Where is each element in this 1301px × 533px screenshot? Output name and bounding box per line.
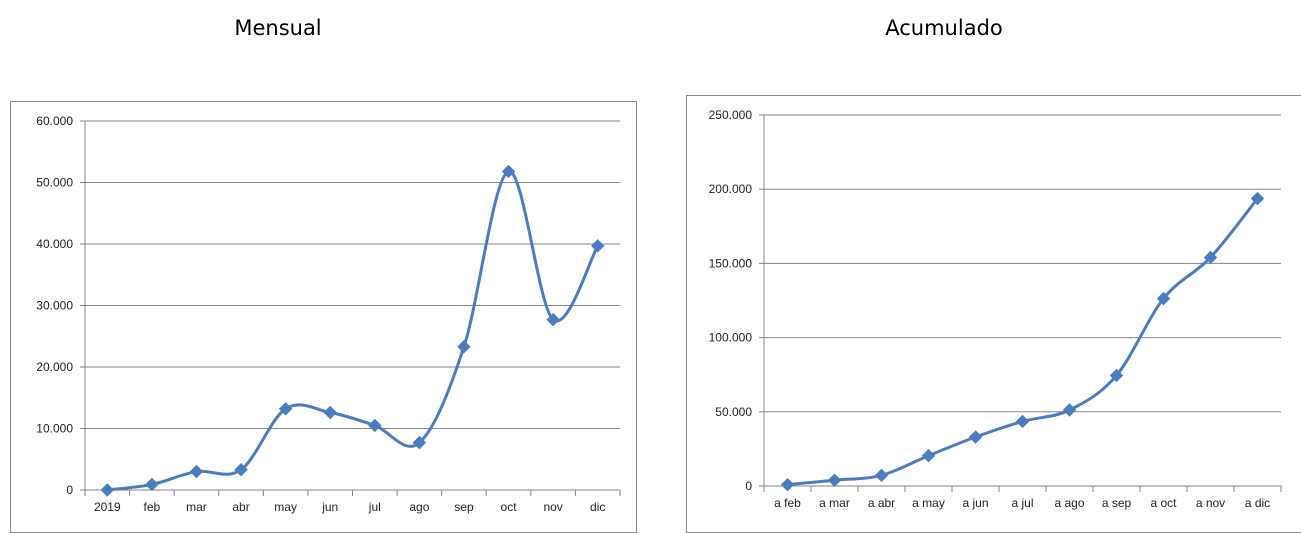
data-point	[874, 468, 889, 483]
data-point	[368, 418, 382, 433]
y-tick-label: 40.000	[36, 237, 73, 251]
series-line	[787, 197, 1259, 487]
data-point	[921, 449, 936, 463]
data-point	[323, 405, 337, 420]
y-tick-label: 50.000	[36, 176, 73, 190]
chart-panel-acumulado: 0 50.000 100.000 150.000 200.000 250.000 a feb…	[686, 95, 1301, 533]
x-tick-label: abr	[232, 500, 249, 514]
x-tick-label: a ago	[1054, 496, 1084, 510]
x-tick-label: a feb	[774, 496, 801, 510]
data-point	[780, 477, 795, 492]
x-tick-label: oct	[501, 500, 518, 514]
y-tick-label: 100.000	[709, 331, 753, 345]
data-point	[145, 477, 159, 492]
x-tick-label: a dic	[1245, 496, 1270, 510]
data-point	[234, 462, 248, 477]
data-point	[1203, 250, 1218, 265]
x-tick-label: a jun	[962, 496, 988, 510]
chart-mensual: 0 10.000 20.000 30.000 40.000 50.000 60.000 201…	[36, 114, 621, 514]
data-point	[278, 402, 293, 416]
x-tick-label: a jul	[1011, 496, 1033, 510]
data-point	[827, 473, 842, 487]
data-point	[1015, 414, 1030, 429]
data-point	[591, 239, 605, 253]
y-tick-label: 20.000	[36, 360, 73, 374]
x-tick-label: a abr	[868, 496, 895, 510]
data-point	[1109, 368, 1124, 383]
y-tick-label: 50.000	[715, 405, 752, 419]
x-tick-label: ago	[409, 500, 429, 514]
data-point	[1156, 291, 1171, 306]
chart-title-acumulado: Acumulado	[885, 16, 1003, 40]
data-point	[546, 312, 560, 327]
data-point	[457, 339, 471, 354]
x-tick-label: nov	[543, 500, 562, 514]
x-tick-label: may	[274, 500, 297, 514]
x-tick-label: dic	[590, 500, 605, 514]
y-tick-label: 200.000	[709, 182, 753, 196]
x-tick-label: sep	[454, 500, 474, 514]
x-tick-label: a may	[912, 496, 945, 510]
chart-acumulado: 0 50.000 100.000 150.000 200.000 250.000 a feb…	[709, 108, 1282, 510]
y-tick-label: 250.000	[709, 108, 753, 122]
data-point	[189, 464, 204, 479]
x-tick-label: a nov	[1196, 496, 1225, 510]
data-point	[968, 430, 983, 444]
y-tick-label: 30.000	[36, 299, 73, 313]
x-tick-label: a oct	[1150, 496, 1177, 510]
x-tick-label: mar	[186, 500, 207, 514]
x-tick-label: jul	[368, 500, 381, 514]
x-tick-label: a mar	[819, 496, 850, 510]
x-tick-label: feb	[144, 500, 161, 514]
x-tick-label: 2019	[94, 500, 121, 514]
data-point	[501, 164, 516, 179]
x-tick-label: jun	[321, 500, 338, 514]
y-tick-label: 0	[745, 479, 752, 493]
data-point	[1062, 403, 1077, 417]
data-point	[412, 435, 427, 450]
series-line	[107, 169, 600, 492]
chart-title-mensual: Mensual	[234, 16, 322, 40]
y-tick-label: 10.000	[36, 422, 73, 436]
y-tick-label: 60.000	[36, 114, 73, 128]
x-tick-label: a sep	[1102, 496, 1132, 510]
data-point	[100, 483, 114, 497]
y-tick-label: 150.000	[709, 256, 753, 270]
y-tick-label: 0	[66, 483, 73, 497]
chart-panel-mensual: 0 10.000 20.000 30.000 40.000 50.000 60.000 201…	[10, 101, 637, 533]
data-point	[1250, 191, 1265, 206]
